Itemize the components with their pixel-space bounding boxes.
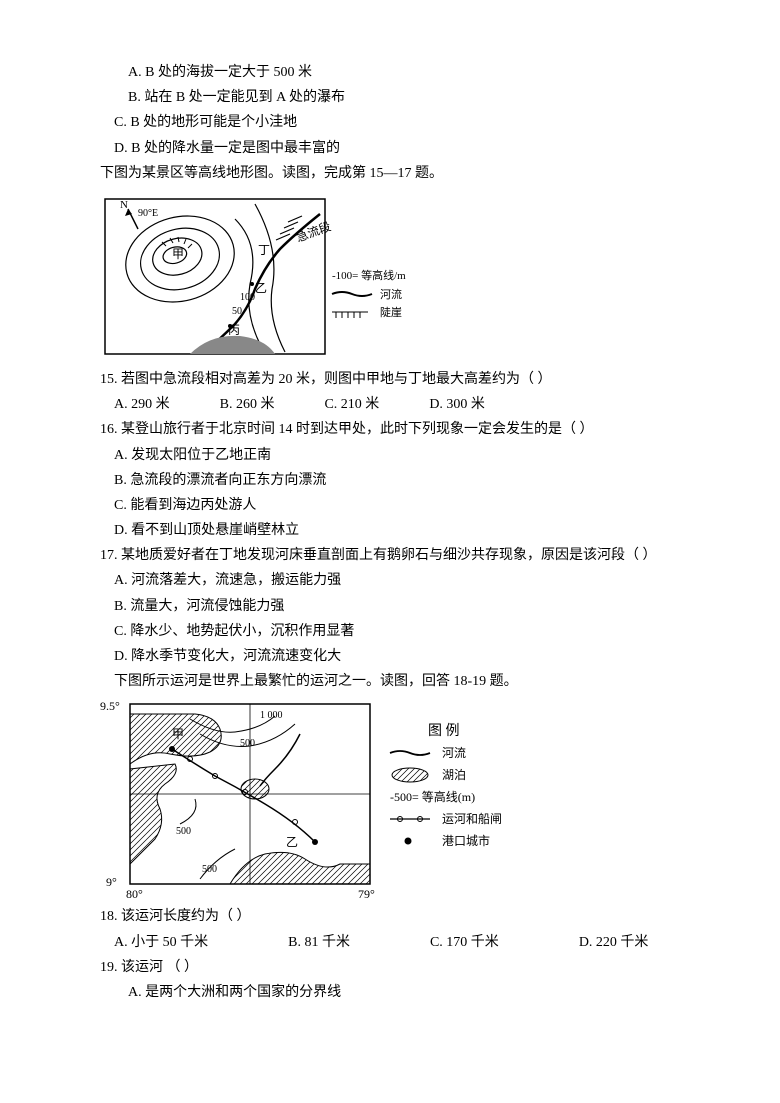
svg-text:河流: 河流 bbox=[442, 746, 466, 760]
svg-text:50: 50 bbox=[232, 306, 242, 317]
svg-text:N: N bbox=[120, 199, 128, 211]
svg-text:图 例: 图 例 bbox=[428, 723, 460, 739]
svg-text:河流: 河流 bbox=[380, 287, 402, 301]
q17-opt-a: A. 河流落差大，流速急，搬运能力强 bbox=[100, 568, 680, 593]
q14-opt-c: C. B 处的地形可能是个小洼地 bbox=[100, 110, 680, 135]
q18-opt-d: D. 220 千米 bbox=[579, 930, 649, 955]
svg-text:港口城市: 港口城市 bbox=[442, 833, 490, 848]
q17-opt-d: D. 降水季节变化大，河流流速变化大 bbox=[100, 644, 680, 669]
q17-opt-c: C. 降水少、地势起伏小，沉积作用显著 bbox=[100, 619, 680, 644]
svg-text:79°: 79° bbox=[358, 887, 375, 901]
q18-opt-c: C. 170 千米 bbox=[430, 930, 499, 955]
q15-opt-c: C. 210 米 bbox=[324, 392, 379, 417]
svg-text:-100= 等高线/m: -100= 等高线/m bbox=[332, 268, 406, 282]
q15-stem: 15. 若图中急流段相对高差为 20 米，则图中甲地与丁地最大高差约为（ ） bbox=[100, 367, 680, 392]
q15-opt-b: B. 260 米 bbox=[220, 392, 275, 417]
q18-stem: 18. 该运河长度约为（ ） bbox=[100, 904, 680, 929]
q16-opt-d: D. 看不到山顶处悬崖峭壁林立 bbox=[100, 518, 680, 543]
q15-opt-a: A. 290 米 bbox=[114, 392, 170, 417]
svg-text:9°: 9° bbox=[106, 875, 117, 889]
svg-text:乙: 乙 bbox=[255, 281, 267, 295]
svg-text:80°: 80° bbox=[126, 887, 143, 901]
figure-2-canal-map: 9.5° 9° 80° 79° 500 500 1 000 500 甲 乙 图 … bbox=[100, 694, 680, 904]
q17-stem: 17. 某地质爱好者在丁地发现河床垂直剖面上有鹅卵石与细沙共存现象，原因是该河段… bbox=[100, 543, 680, 568]
svg-text:丁: 丁 bbox=[258, 243, 270, 257]
q16-opt-b: B. 急流段的漂流者向正东方向漂流 bbox=[100, 468, 680, 493]
svg-text:湖泊: 湖泊 bbox=[442, 767, 466, 782]
svg-text:乙: 乙 bbox=[286, 835, 298, 849]
q18-opt-b: B. 81 千米 bbox=[288, 930, 350, 955]
svg-text:甲: 甲 bbox=[172, 247, 184, 261]
svg-text:运河和船闸: 运河和船闸 bbox=[442, 812, 502, 826]
q16-opt-c: C. 能看到海边丙处游人 bbox=[100, 493, 680, 518]
svg-text:陡崖: 陡崖 bbox=[380, 306, 402, 319]
q18-options: A. 小于 50 千米 B. 81 千米 C. 170 千米 D. 220 千米 bbox=[100, 930, 680, 955]
intro-2: 下图所示运河是世界上最繁忙的运河之一。读图，回答 18-19 题。 bbox=[100, 669, 680, 694]
q16-stem: 16. 某登山旅行者于北京时间 14 时到达甲处，此时下列现象一定会发生的是（ … bbox=[100, 417, 680, 442]
intro-1: 下图为某景区等高线地形图。读图，完成第 15—17 题。 bbox=[100, 161, 680, 186]
figure-1-contour-map: N 90°E 甲 乙 丙 丁 急流段 50 100 -100= 等高线/m 河流… bbox=[100, 194, 680, 359]
q14-opt-b: B. 站在 B 处一定能见到 A 处的瀑布 bbox=[100, 85, 680, 110]
svg-text:500: 500 bbox=[240, 738, 255, 749]
svg-text:100: 100 bbox=[240, 292, 255, 303]
svg-text:1 000: 1 000 bbox=[260, 710, 283, 721]
svg-text:9.5°: 9.5° bbox=[100, 699, 120, 713]
q16-opt-a: A. 发现太阳位于乙地正南 bbox=[100, 443, 680, 468]
q17-opt-b: B. 流量大，河流侵蚀能力强 bbox=[100, 594, 680, 619]
q19-opt-a: A. 是两个大洲和两个国家的分界线 bbox=[100, 980, 680, 1005]
q15-opt-d: D. 300 米 bbox=[429, 392, 485, 417]
q18-opt-a: A. 小于 50 千米 bbox=[114, 930, 208, 955]
q19-stem: 19. 该运河 （ ） bbox=[100, 955, 680, 980]
svg-text:500: 500 bbox=[176, 826, 191, 837]
q15-options: A. 290 米 B. 260 米 C. 210 米 D. 300 米 bbox=[100, 392, 680, 417]
svg-text:90°E: 90°E bbox=[138, 208, 158, 219]
q14-opt-a: A. B 处的海拔一定大于 500 米 bbox=[100, 60, 680, 85]
svg-text:-500= 等高线(m): -500= 等高线(m) bbox=[390, 789, 475, 804]
q14-opt-d: D. B 处的降水量一定是图中最丰富的 bbox=[100, 136, 680, 161]
svg-text:500: 500 bbox=[202, 864, 217, 875]
svg-text:甲: 甲 bbox=[172, 727, 184, 741]
